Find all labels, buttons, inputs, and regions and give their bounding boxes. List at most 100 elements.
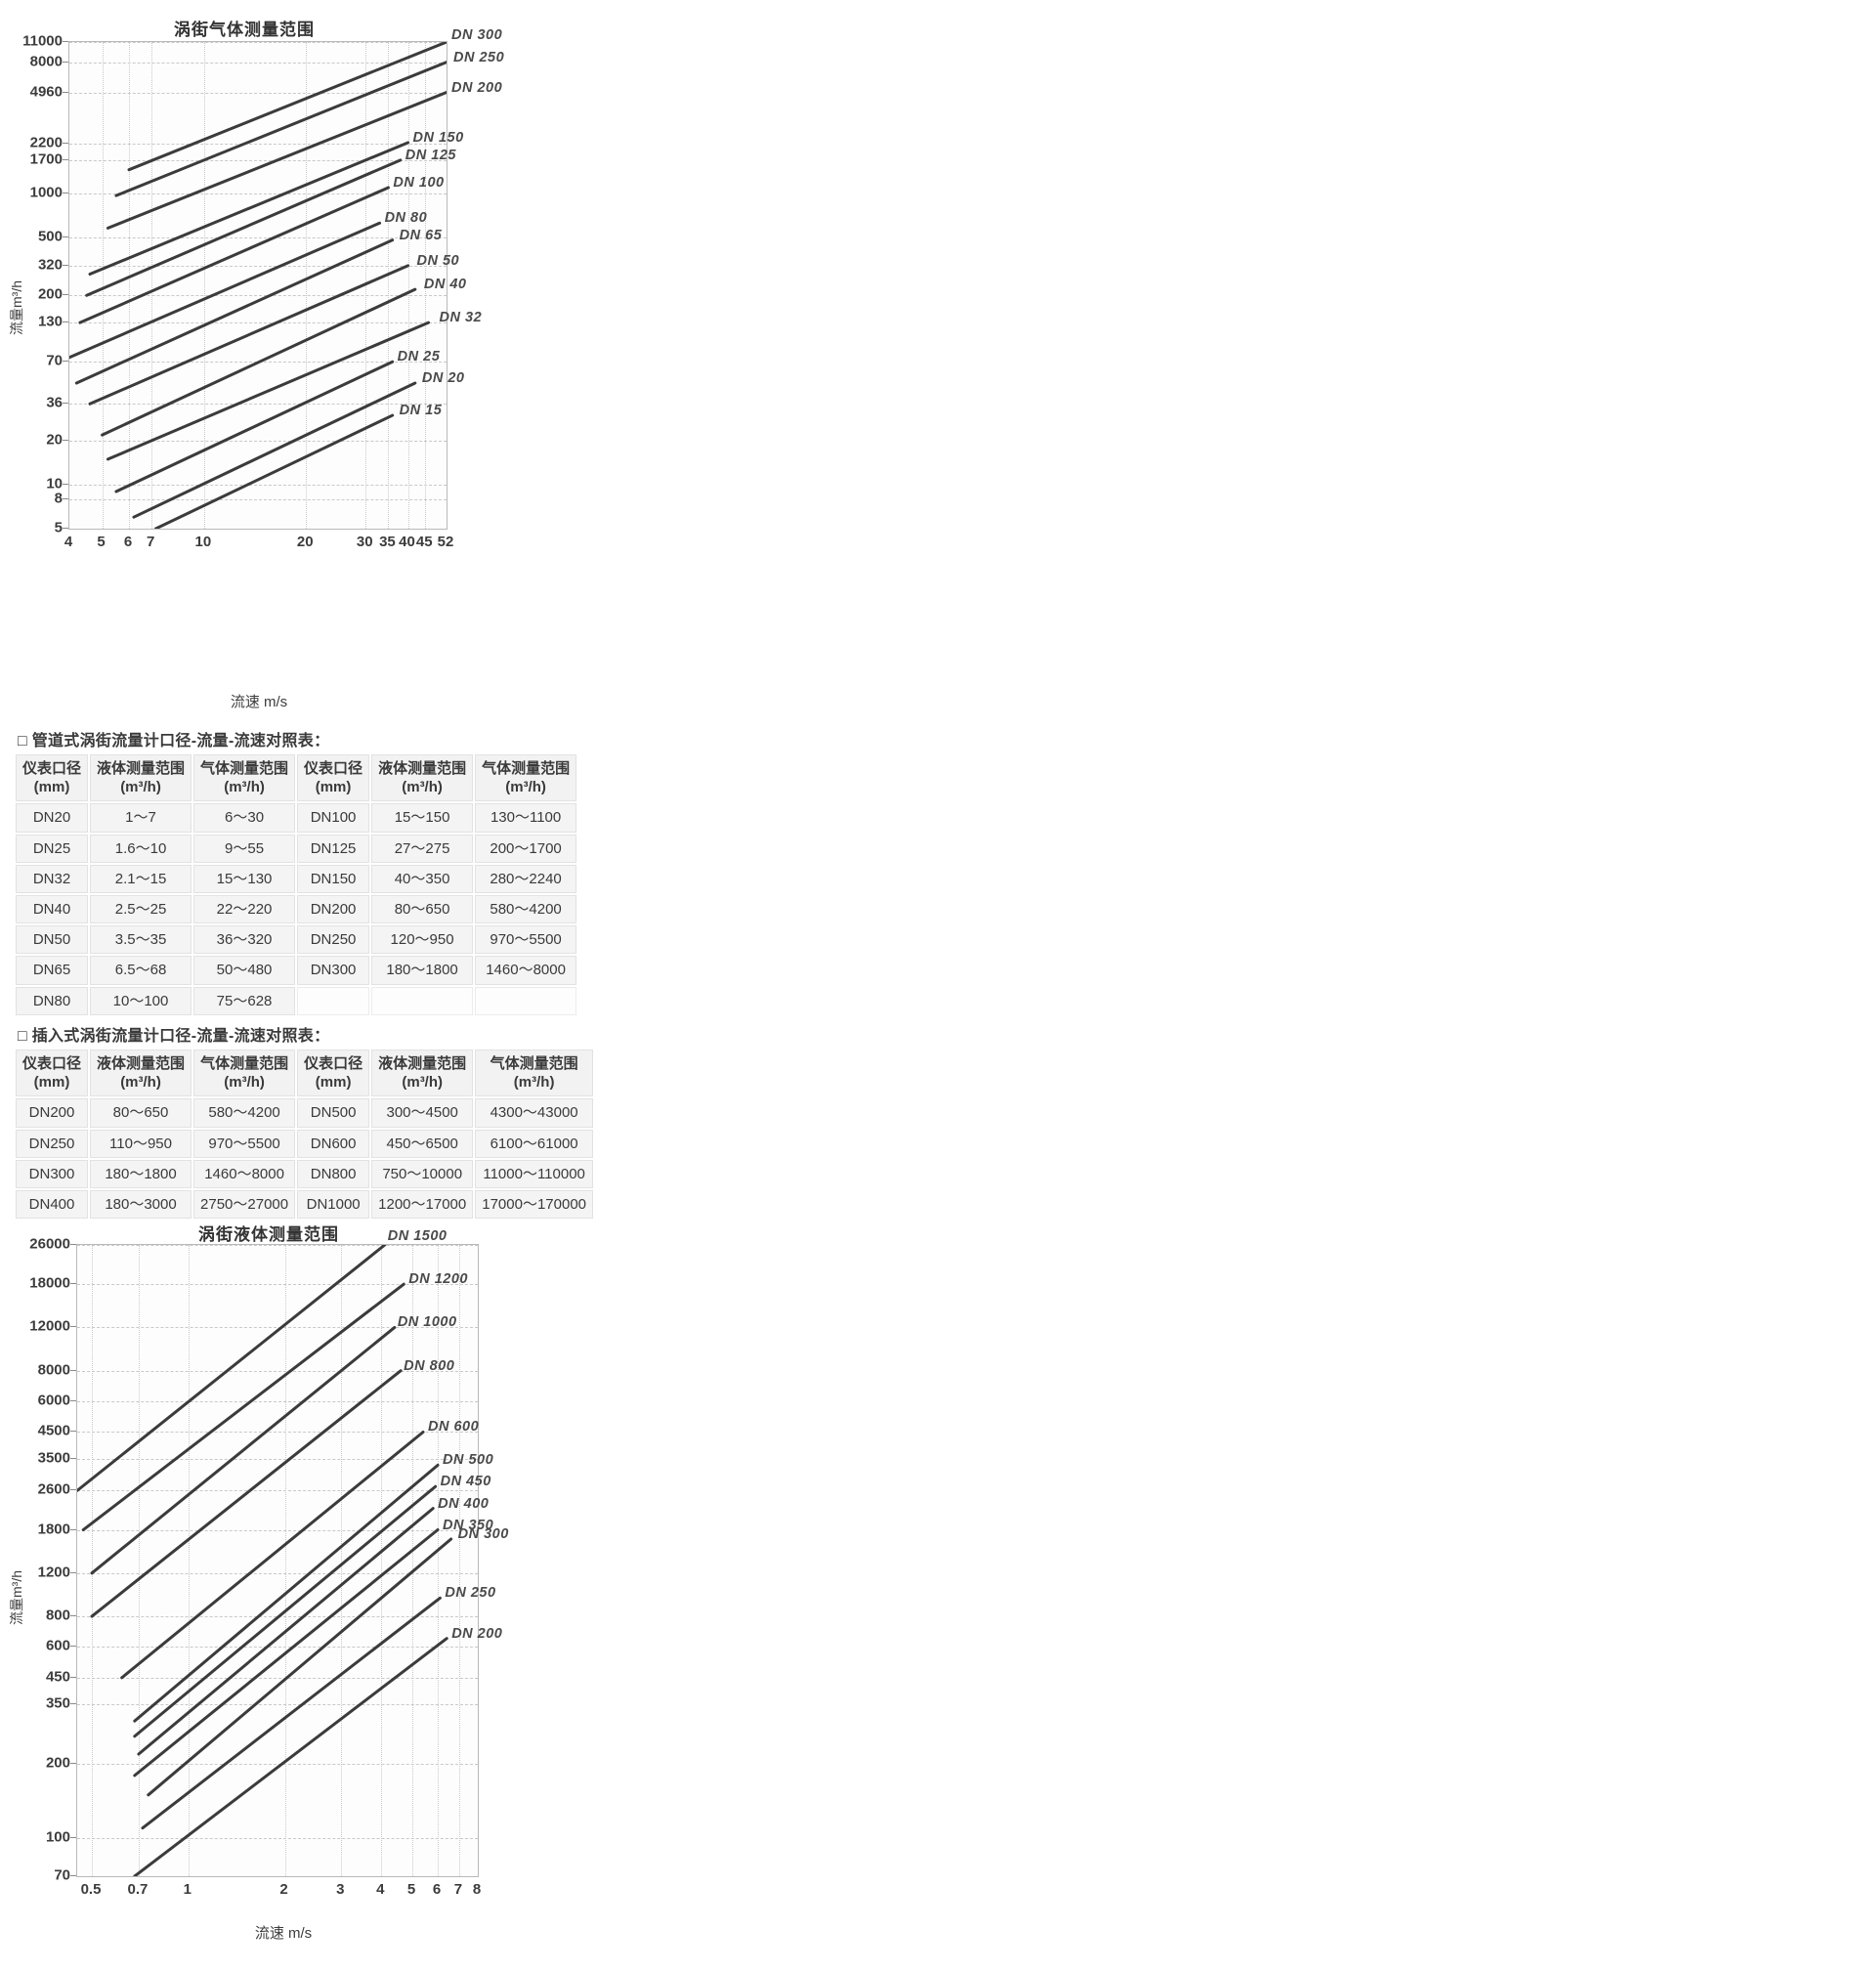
column-header-title: 液体测量范围 <box>378 760 467 777</box>
series-label-dn-450: DN 450 <box>440 1474 491 1490</box>
chart-series-lines <box>77 1245 453 1876</box>
y-axis-tick-mark <box>70 1763 76 1765</box>
series-label-dn-100: DN 100 <box>393 174 445 191</box>
column-header-title: 气体测量范围 <box>200 1055 289 1072</box>
column-header: 仪表口径 (mm) <box>16 1050 89 1097</box>
table-cell: 1460～8000 <box>475 956 577 985</box>
series-line <box>88 264 410 406</box>
y-axis-tick-label: 2600 <box>37 1480 70 1498</box>
series-line <box>132 381 417 519</box>
table-cell: DN250 <box>16 1129 89 1158</box>
x-axis-tick-label: 40 <box>399 534 415 550</box>
column-header-title: 仪表口径 <box>304 1055 363 1072</box>
y-axis-tick-label: 12000 <box>29 1317 70 1335</box>
x-axis-tick-label: 8 <box>472 1881 482 1898</box>
table-cell: DN150 <box>297 864 370 893</box>
table-cell: 200～1700 <box>475 834 577 863</box>
y-axis-tick-mark <box>63 484 68 486</box>
table-cell: 50～480 <box>193 956 296 985</box>
column-header-title: 气体测量范围 <box>490 1055 578 1072</box>
y-axis-tick-label: 11000 <box>22 32 63 50</box>
table-cell: 15～130 <box>193 864 296 893</box>
x-axis-tick-label: 5 <box>406 1881 416 1898</box>
table-cell: DN1000 <box>297 1189 370 1220</box>
y-axis-tick-mark <box>63 403 68 405</box>
table-cell: DN100 <box>297 803 370 833</box>
table-cell: 300～4500 <box>371 1098 474 1128</box>
table-cell: DN800 <box>297 1159 370 1188</box>
gridline-horizontal <box>77 1284 478 1286</box>
table-cell: DN20 <box>16 803 89 833</box>
column-header-title: 仪表口径 <box>22 760 82 777</box>
gridline-vertical <box>438 1245 440 1876</box>
x-axis-tick-label: 6 <box>432 1881 442 1898</box>
column-header-unit: (mm) <box>33 1074 70 1092</box>
table-cell: DN40 <box>16 894 89 924</box>
table-row: DN400 180～3000 2750～27000 DN1000 1200～17000 1… <box>16 1189 593 1220</box>
series-line <box>133 1637 448 1876</box>
series-label-dn-50: DN 50 <box>416 252 460 269</box>
x-axis-tick-label: 4 <box>64 534 73 550</box>
table-cell: 6～30 <box>193 803 296 833</box>
gridline-horizontal <box>77 1529 478 1531</box>
series-line <box>106 321 431 461</box>
table-cell: 9～55 <box>193 834 296 863</box>
insertion-spec-table: 仪表口径 (mm) 液体测量范围 (m³/h) 气体测量范围 (m³/h) 仪表口径 (mm)… <box>14 1048 595 1221</box>
x-axis-tick-label: 30 <box>356 534 373 550</box>
gridline-horizontal <box>77 1370 478 1372</box>
column-header-title: 气体测量范围 <box>200 760 289 777</box>
gas-chart-title: 涡街气体测量范围 <box>174 21 315 39</box>
column-header-unit: (m³/h) <box>505 779 546 796</box>
gridline-vertical <box>188 1245 190 1876</box>
table-cell-empty <box>371 986 474 1015</box>
table-cell: 4300～43000 <box>475 1098 593 1128</box>
series-line <box>133 1484 438 1738</box>
table-cell: 27～275 <box>371 834 474 863</box>
series-label-dn-20: DN 20 <box>421 370 465 386</box>
y-axis-tick-mark <box>63 61 68 63</box>
series-label-dn-1500: DN 1500 <box>387 1228 448 1244</box>
gridline-vertical <box>306 42 308 529</box>
y-axis-tick-label: 70 <box>46 352 63 369</box>
series-label-dn-80: DN 80 <box>384 210 428 227</box>
series-line <box>74 238 395 385</box>
gridline-horizontal <box>77 1677 478 1679</box>
gridline-horizontal <box>77 1838 478 1840</box>
series-line <box>85 158 403 297</box>
x-axis-tick-label: 7 <box>453 1881 463 1898</box>
x-axis-tick-label: 45 <box>415 534 433 550</box>
y-axis-tick-label: 6000 <box>37 1392 70 1409</box>
series-label-dn-65: DN 65 <box>399 227 443 243</box>
table-cell: 120～950 <box>371 925 474 955</box>
table-cell: 75～628 <box>193 986 296 1015</box>
table-cell: 970～5500 <box>193 1129 296 1158</box>
gridline-horizontal <box>77 1327 478 1329</box>
gridline-vertical <box>129 42 131 529</box>
y-axis-tick-label: 8000 <box>29 53 63 70</box>
table-row: DN300 180～1800 1460～8000 DN800 750～10000 1100… <box>16 1159 593 1188</box>
y-axis-tick-mark <box>70 1326 76 1328</box>
y-axis-tick-mark <box>70 1571 76 1573</box>
column-header-title: 液体测量范围 <box>378 1055 467 1072</box>
table-cell: DN125 <box>297 834 370 863</box>
gas-measurement-range-chart: 涡街气体测量范围 流量m³/h 流速 m/s 5 8 10 20 36 70 130 200 3… <box>0 0 625 723</box>
y-axis-tick-mark <box>63 321 68 323</box>
gridline-horizontal <box>77 1572 478 1574</box>
series-line <box>88 141 410 277</box>
series-label-dn-150: DN 150 <box>412 129 464 146</box>
x-axis-tick-label: 4 <box>376 1881 385 1898</box>
table-cell: 180～3000 <box>90 1189 192 1220</box>
table-header-row: 仪表口径 (mm) 液体测量范围 (m³/h) 气体测量范围 (m³/h) 仪表口径 (mm)… <box>16 1050 593 1097</box>
y-axis-tick-mark <box>63 528 68 529</box>
table-cell: 180～1800 <box>90 1159 192 1188</box>
y-axis-tick-label: 1200 <box>37 1564 70 1581</box>
column-header-unit: (m³/h) <box>120 779 161 796</box>
table-cell: DN500 <box>297 1098 370 1128</box>
y-axis-tick-label: 100 <box>45 1828 70 1846</box>
gridline-horizontal <box>77 1401 478 1403</box>
liquid-chart-title: 涡街液体测量范围 <box>198 1225 339 1244</box>
table-cell: 6.5～68 <box>90 956 192 985</box>
table-cell: 11000～110000 <box>475 1159 593 1188</box>
column-header-unit: (mm) <box>315 779 352 796</box>
gridline-horizontal <box>69 237 447 238</box>
